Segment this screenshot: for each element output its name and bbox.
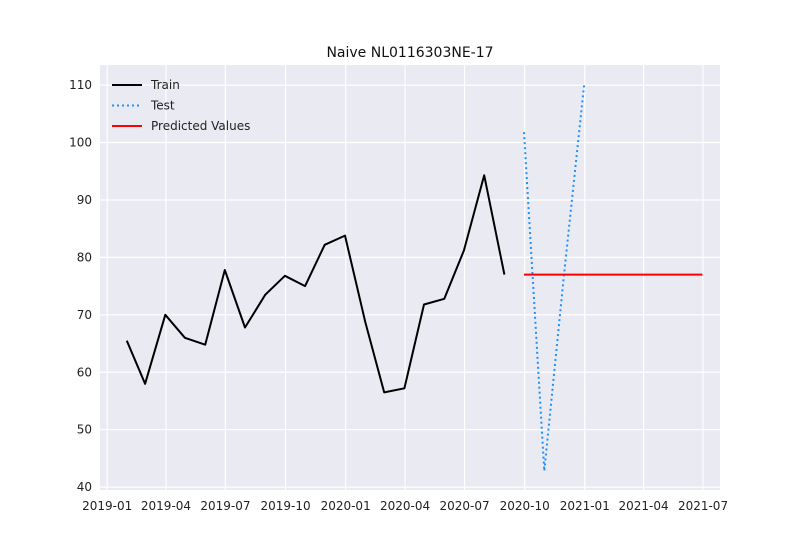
y-tick-label: 40 xyxy=(77,480,92,494)
series-line-test xyxy=(523,84,586,472)
legend-label: Test xyxy=(150,99,175,113)
series-group xyxy=(125,84,703,472)
y-axis: 40 50 60 70 80 90 100 110 xyxy=(69,78,92,494)
x-tick-label: 2020-07 xyxy=(439,499,489,513)
legend-label: Predicted Values xyxy=(151,119,250,133)
y-tick-label: 80 xyxy=(77,250,92,264)
y-tick-label: 60 xyxy=(77,365,92,379)
y-tick-label: 50 xyxy=(77,423,92,437)
chart-title: Naive NL0116303NE-17 xyxy=(326,45,493,61)
x-tick-label: 2020-04 xyxy=(380,499,430,513)
x-tick-label: 2021-07 xyxy=(678,499,728,513)
x-tick-label: 2019-04 xyxy=(141,499,191,513)
x-tick-label: 2021-04 xyxy=(618,499,668,513)
x-tick-label: 2020-01 xyxy=(321,499,371,513)
series-line-train xyxy=(125,174,506,394)
legend-label: Train xyxy=(150,78,180,92)
y-tick-label: 100 xyxy=(69,136,92,150)
x-tick-label: 2021-01 xyxy=(560,499,610,513)
legend: Train Test Predicted Values xyxy=(112,78,250,133)
y-tick-label: 110 xyxy=(69,78,92,92)
grid-lines xyxy=(100,65,720,490)
y-tick-label: 70 xyxy=(77,308,92,322)
x-tick-label: 2019-07 xyxy=(200,499,250,513)
x-axis: 2019-01 2019-04 2019-07 2019-10 2020-01 2020-… xyxy=(82,499,728,513)
x-tick-label: 2019-01 xyxy=(82,499,132,513)
x-tick-label: 2019-10 xyxy=(260,499,310,513)
x-tick-label: 2020-10 xyxy=(500,499,550,513)
plot-area xyxy=(100,65,720,490)
y-tick-label: 90 xyxy=(77,193,92,207)
